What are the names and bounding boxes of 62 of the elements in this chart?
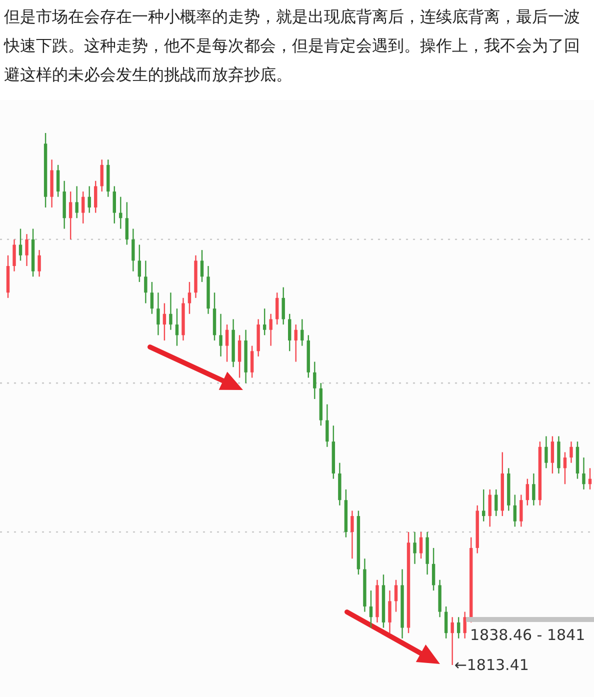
candlestick	[494, 488, 498, 517]
candlestick	[544, 436, 548, 469]
candlestick	[100, 159, 104, 192]
candlestick	[138, 244, 142, 283]
candlestick	[269, 313, 272, 346]
candlestick	[350, 510, 354, 560]
candlestick	[156, 292, 160, 336]
candlestick	[219, 313, 222, 358]
candlestick	[282, 286, 285, 326]
candlestick	[188, 281, 192, 314]
candlestick	[526, 478, 530, 506]
candlestick	[88, 186, 91, 214]
candlestick	[150, 281, 154, 314]
candlestick	[563, 452, 567, 485]
candlestick	[582, 456, 586, 490]
annotation: ←1813.41	[454, 656, 529, 674]
candlestick	[75, 186, 78, 219]
candlestick	[275, 292, 279, 326]
candlestick	[162, 302, 166, 342]
candlestick	[313, 361, 316, 400]
candlestick	[132, 228, 135, 272]
candlestick	[482, 488, 486, 522]
candlestick	[463, 611, 466, 639]
candlestick	[550, 436, 554, 474]
candlestick	[144, 260, 148, 304]
chart-title: 但是市场在会存在一种小概率的走势，就是出现底背离后，连续底背离，最后一波快速下跌。这种走势，他不是每次都会，但是肯定会遇到。操作上，我不会为了回避这样的未必会发生的挑战而放弃抄底。	[4, 6, 581, 86]
candlestick	[288, 313, 292, 352]
candlestick	[432, 547, 436, 592]
candlestick	[112, 186, 116, 224]
candlestick	[419, 531, 423, 560]
candlestick	[520, 494, 523, 528]
candlestick	[532, 472, 536, 506]
annotation: 1838.46 - 1841	[470, 626, 586, 644]
candlestick	[56, 164, 60, 198]
candlestick	[388, 590, 392, 634]
candlestick	[369, 590, 373, 628]
candlestick	[175, 308, 179, 346]
candlestick	[262, 308, 266, 336]
candlestick	[444, 606, 448, 639]
candlestick	[326, 404, 329, 448]
candlestick	[488, 488, 492, 528]
candlestick	[294, 324, 298, 362]
candlestick	[238, 334, 242, 378]
candlestick	[225, 324, 229, 362]
candlestick	[18, 228, 22, 262]
candlestick	[38, 249, 41, 278]
candlestick	[169, 292, 172, 330]
candlestick	[513, 494, 517, 528]
candlestick	[68, 190, 72, 240]
candlestick	[300, 318, 304, 346]
candlestick	[125, 202, 129, 246]
candlestick	[25, 233, 28, 267]
candlestick	[570, 440, 573, 464]
candlestick	[94, 180, 98, 214]
candlestick	[456, 616, 460, 639]
candlestick	[200, 249, 204, 283]
candlestick	[450, 616, 454, 666]
candlestick	[250, 345, 254, 378]
candlestick	[12, 238, 16, 272]
candlestick	[394, 579, 398, 612]
candlestick	[81, 190, 85, 224]
candlestick	[413, 531, 416, 565]
